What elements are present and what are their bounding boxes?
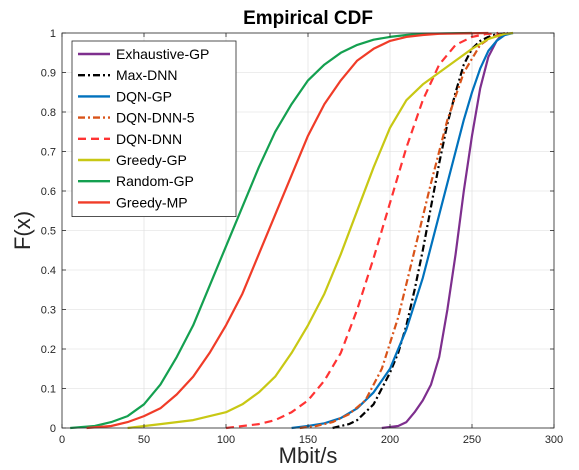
y-tick-labels: 0 0.1 0.2 0.3 0.4 0.5 0.6 0.7 0.8 0.9 1: [41, 28, 56, 435]
legend-label: Random-GP: [116, 173, 194, 189]
data-series: [70, 31, 514, 430]
series-line-greedy-mp: [86, 31, 489, 430]
x-tick-label: 250: [463, 434, 481, 446]
y-tick-label: 0.4: [41, 265, 56, 277]
y-tick-label: 0.7: [41, 147, 56, 159]
legend-label: DQN-DNN: [116, 131, 182, 147]
legend-label: DQN-DNN-5: [116, 110, 195, 126]
series-line-dqn-dnn-5: [299, 31, 506, 430]
series-line-max-dnn: [332, 31, 509, 430]
y-tick-label: 0.8: [41, 107, 56, 119]
legend-label: Greedy-GP: [116, 152, 187, 168]
series-line-dqn-gp: [291, 31, 514, 430]
series-line-random-gp: [70, 31, 473, 430]
legend-label: Greedy-MP: [116, 194, 188, 210]
x-tick-label: 0: [59, 434, 65, 446]
y-tick-label: 0.2: [41, 344, 56, 356]
x-tick-label: 100: [217, 434, 235, 446]
x-tick-label: 150: [299, 434, 317, 446]
series-line-dqn-dnn: [225, 31, 499, 430]
series-line-greedy-gp: [127, 31, 514, 430]
y-tick-label: 0.9: [41, 68, 56, 80]
y-tick-label: 0.6: [41, 186, 56, 198]
legend-label: DQN-GP: [116, 88, 172, 104]
x-axis-title: Mbit/s: [279, 443, 338, 468]
x-tick-labels: 0 50 100 150 200 250 300: [59, 434, 563, 446]
x-tick-label: 200: [381, 434, 399, 446]
series-line-exhaustive-gp: [381, 31, 509, 430]
tick-marks: [61, 32, 555, 429]
x-tick-label: 50: [138, 434, 150, 446]
legend: Exhaustive-GP Max-DNN DQN-GP DQN-DNN-5 DQN-D…: [71, 40, 237, 218]
legend-label: Max-DNN: [116, 67, 177, 83]
legend-label: Exhaustive-GP: [116, 46, 209, 62]
y-tick-label: 1: [50, 28, 56, 40]
y-tick-label: 0.1: [41, 384, 56, 396]
chart-title: Empirical CDF: [243, 8, 373, 29]
y-axis-title: F(x): [10, 211, 35, 250]
y-tick-label: 0: [50, 423, 56, 435]
legend-box: [71, 40, 237, 218]
y-tick-label: 0.3: [41, 305, 56, 317]
x-tick-label: 300: [545, 434, 563, 446]
y-tick-label: 0.5: [41, 226, 56, 238]
